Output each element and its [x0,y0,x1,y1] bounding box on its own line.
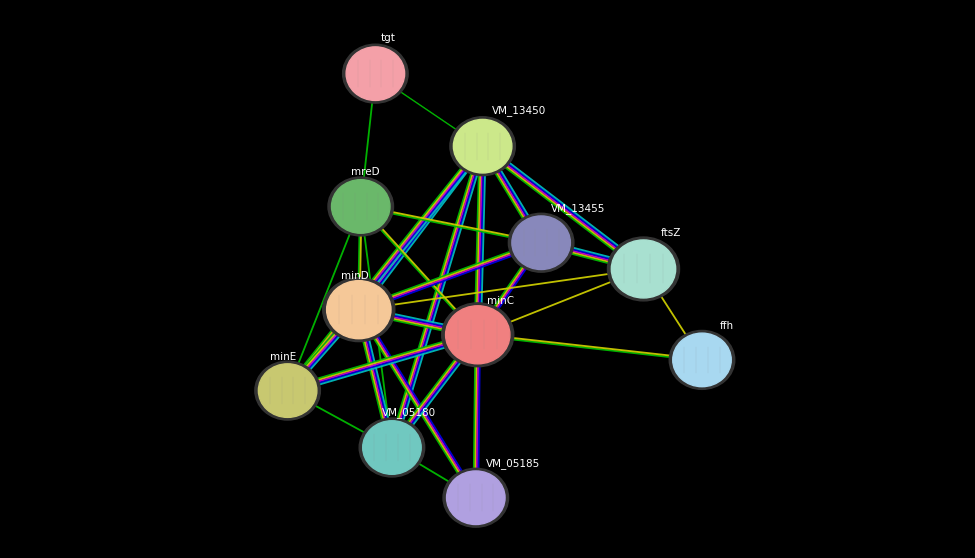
Text: minC: minC [488,296,515,306]
Text: VM_13455: VM_13455 [551,203,605,214]
Ellipse shape [512,216,570,270]
Ellipse shape [447,471,505,525]
Ellipse shape [327,281,391,339]
Ellipse shape [328,177,394,236]
Text: VM_05185: VM_05185 [486,458,540,469]
Ellipse shape [254,361,321,420]
Text: VM_13450: VM_13450 [492,104,547,116]
Ellipse shape [442,303,514,367]
Text: ffh: ffh [720,321,733,331]
Ellipse shape [323,278,395,341]
Ellipse shape [453,119,512,173]
Text: ftsZ: ftsZ [661,228,682,238]
Text: minD: minD [341,271,369,281]
Ellipse shape [359,418,425,477]
Text: VM_05180: VM_05180 [382,407,437,418]
Ellipse shape [342,44,409,103]
Text: tgt: tgt [380,33,395,43]
Ellipse shape [363,421,421,474]
Ellipse shape [508,213,574,272]
Ellipse shape [446,306,510,364]
Ellipse shape [673,333,731,387]
Text: minE: minE [270,352,296,362]
Ellipse shape [346,47,405,100]
Ellipse shape [258,364,317,417]
Text: mreD: mreD [351,167,379,177]
Ellipse shape [332,180,390,233]
Ellipse shape [669,330,735,389]
Ellipse shape [611,240,676,298]
Ellipse shape [607,237,680,301]
Ellipse shape [449,117,516,176]
Ellipse shape [443,468,509,527]
